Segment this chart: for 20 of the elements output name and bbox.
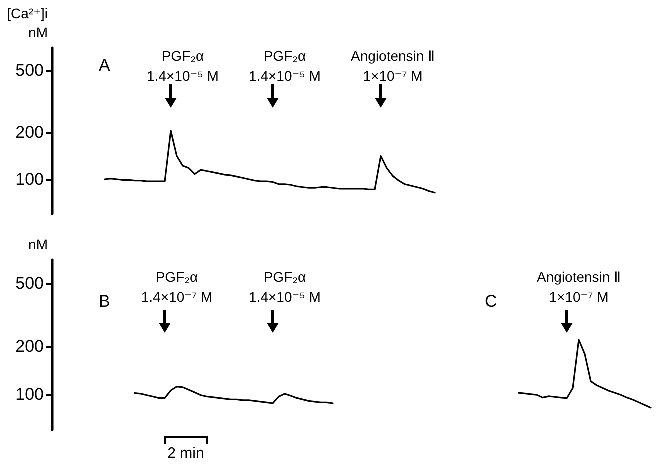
- annotation: Angiotensin Ⅱ 1×10⁻⁷ M: [351, 48, 435, 84]
- y-axis-title: nM: [28, 236, 48, 252]
- annotation: PGF₂α 1.4×10⁻⁷ M: [141, 269, 213, 305]
- text: A: [99, 56, 111, 75]
- y-tick-label: 200: [16, 123, 44, 142]
- y-tick-label: 100: [16, 385, 44, 404]
- annotation: PGF₂α 1.4×10⁻⁵ M: [147, 48, 219, 84]
- chart-title: C: [485, 292, 498, 311]
- annotation: PGF₂α 1.4×10⁻⁵ M: [249, 48, 321, 84]
- text: B: [99, 292, 110, 311]
- line-series: [134, 386, 334, 404]
- text: 2 min: [168, 445, 204, 462]
- line-series: [104, 130, 436, 194]
- annotation: PGF₂α 1.4×10⁻⁵ M: [249, 269, 321, 305]
- y-tick-label: 100: [16, 170, 44, 189]
- y-tick-label: 500: [16, 61, 44, 80]
- text: Angiotensin Ⅱ 1×10⁻⁷ M: [537, 269, 621, 305]
- y-tick-label: 200: [16, 337, 44, 356]
- y-axis-title: [Ca²⁺]i nM: [7, 6, 48, 40]
- y-tick-label: 500: [16, 274, 44, 293]
